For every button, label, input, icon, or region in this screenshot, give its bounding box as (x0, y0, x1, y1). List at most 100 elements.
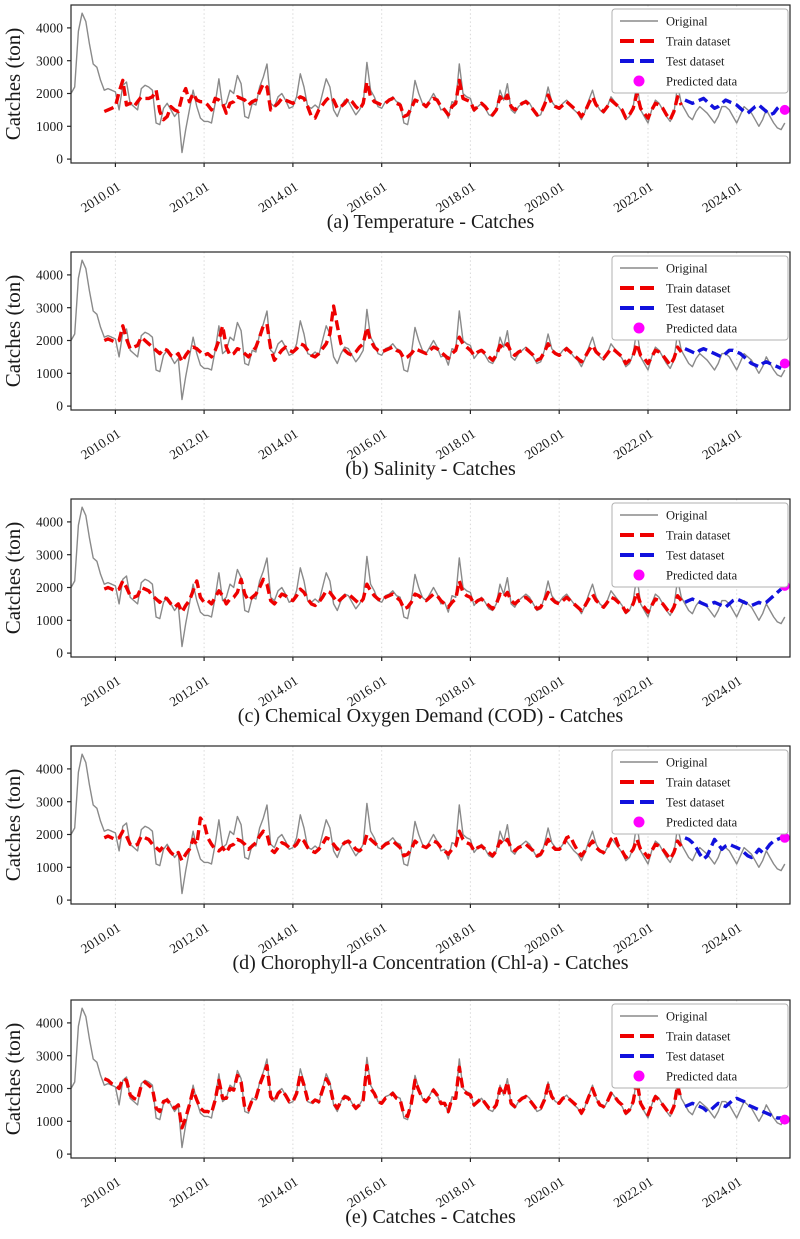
x-tick-label: 2024.01 (699, 920, 744, 956)
train-line (103, 577, 683, 616)
x-tick-label: 2010.01 (78, 1174, 123, 1210)
legend-label: Original (666, 261, 708, 275)
x-tick-label: 2016.01 (344, 1174, 389, 1210)
x-tick-label: 2012.01 (167, 920, 212, 956)
subplot-e: 0 1000 2000 3000 4000 2010.01 2012.01 2014.01 20… (1, 999, 791, 1228)
y-axis-label: Catches (ton) (1, 1023, 25, 1136)
y-tick-label: 4000 (36, 21, 63, 36)
y-tick-label: 2000 (36, 827, 63, 842)
x-tick-label: 2024.01 (699, 673, 744, 709)
train-line (103, 816, 683, 863)
legend-label: Predicted data (666, 74, 738, 88)
y-tick-label: 0 (56, 646, 63, 661)
legend-sample-predicted (633, 816, 645, 828)
y-axis-label: Catches (ton) (1, 769, 25, 882)
train-line (103, 78, 683, 122)
legend-label: Train dataset (666, 34, 731, 48)
axes-frame (70, 745, 791, 905)
legend-label: Original (666, 508, 708, 522)
legend-label: Test dataset (666, 301, 725, 315)
x-tick-label: 2012.01 (167, 426, 212, 462)
legend-label: Predicted data (666, 321, 738, 335)
predicted-point (779, 832, 790, 843)
x-tick-label: 2020.01 (522, 179, 567, 215)
axes-frame (70, 498, 791, 658)
legend-box (611, 749, 789, 835)
predicted-point (779, 358, 790, 369)
legend-label: Original (666, 755, 708, 769)
axes-frame (70, 251, 791, 411)
test-line (684, 347, 782, 370)
test-line (684, 96, 783, 117)
subplot-c: 0 1000 2000 3000 4000 2010.01 2012.01 2014.01 20… (1, 498, 791, 727)
test-line (684, 587, 783, 609)
x-tick-label: 2016.01 (344, 179, 389, 215)
y-tick-label: 2000 (36, 333, 63, 348)
test-line (684, 836, 782, 861)
y-tick-label: 2000 (36, 580, 63, 595)
legend-box (611, 8, 789, 94)
subplot-d: 0 1000 2000 3000 4000 2010.01 2012.01 2014.01 20… (1, 745, 791, 974)
x-tick-label: 2014.01 (256, 1174, 301, 1210)
x-tick-label: 2024.01 (699, 426, 744, 462)
legend-box (611, 502, 789, 588)
y-axis-label: Catches (ton) (1, 28, 25, 141)
original-line (70, 259, 786, 401)
y-tick-label: 4000 (36, 268, 63, 283)
x-tick-label: 2022.01 (611, 920, 656, 956)
x-tick-label: 2012.01 (167, 179, 212, 215)
x-tick-label: 2022.01 (611, 673, 656, 709)
x-tick-label: 2010.01 (78, 179, 123, 215)
x-tick-label: 2010.01 (78, 673, 123, 709)
legend-label: Train dataset (666, 1029, 731, 1043)
y-tick-label: 1000 (36, 366, 63, 381)
axes-frame (70, 4, 791, 164)
x-tick-label: 2014.01 (256, 426, 301, 462)
legend-label: Test dataset (666, 1049, 725, 1063)
legend-sample-predicted (633, 75, 645, 87)
subplot-title-a: (a) Temperature - Catches (327, 211, 535, 233)
legend-sample-predicted (633, 1070, 645, 1082)
subplot-title-e: (e) Catches - Catches (345, 1206, 516, 1228)
x-tick-label: 2018.01 (433, 673, 478, 709)
test-line (684, 1096, 782, 1120)
x-tick-label: 2024.01 (699, 179, 744, 215)
y-tick-label: 0 (56, 893, 63, 908)
y-tick-label: 3000 (36, 1048, 63, 1063)
x-tick-label: 2012.01 (167, 673, 212, 709)
y-tick-label: 2000 (36, 86, 63, 101)
x-tick-label: 2018.01 (433, 1174, 478, 1210)
x-tick-label: 2018.01 (433, 920, 478, 956)
y-tick-label: 3000 (36, 547, 63, 562)
y-tick-label: 0 (56, 399, 63, 414)
legend-label: Train dataset (666, 775, 731, 789)
y-tick-label: 3000 (36, 300, 63, 315)
x-tick-label: 2010.01 (78, 920, 123, 956)
y-tick-label: 0 (56, 1147, 63, 1162)
y-axis-label: Catches (ton) (1, 522, 25, 635)
x-tick-label: 2016.01 (344, 426, 389, 462)
y-tick-label: 4000 (36, 762, 63, 777)
x-tick-label: 2014.01 (256, 920, 301, 956)
x-tick-label: 2014.01 (256, 179, 301, 215)
y-tick-label: 2000 (36, 1081, 63, 1096)
x-tick-label: 2020.01 (522, 1174, 567, 1210)
predicted-point (779, 1114, 790, 1125)
x-tick-label: 2020.01 (522, 426, 567, 462)
x-tick-label: 2014.01 (256, 673, 301, 709)
legend-sample-predicted (633, 569, 645, 581)
x-tick-label: 2020.01 (522, 673, 567, 709)
legend-label: Original (666, 14, 708, 28)
subplot-title-c: (c) Chemical Oxygen Demand (COD) - Catch… (238, 705, 624, 727)
train-line (103, 1063, 683, 1130)
legend-label: Train dataset (666, 281, 731, 295)
x-tick-label: 2018.01 (433, 179, 478, 215)
y-tick-label: 0 (56, 152, 63, 167)
axes-frame (70, 999, 791, 1159)
x-tick-label: 2022.01 (611, 1174, 656, 1210)
y-tick-label: 1000 (36, 860, 63, 875)
x-tick-label: 2016.01 (344, 673, 389, 709)
subplot-title-b: (b) Salinity - Catches (345, 458, 516, 480)
